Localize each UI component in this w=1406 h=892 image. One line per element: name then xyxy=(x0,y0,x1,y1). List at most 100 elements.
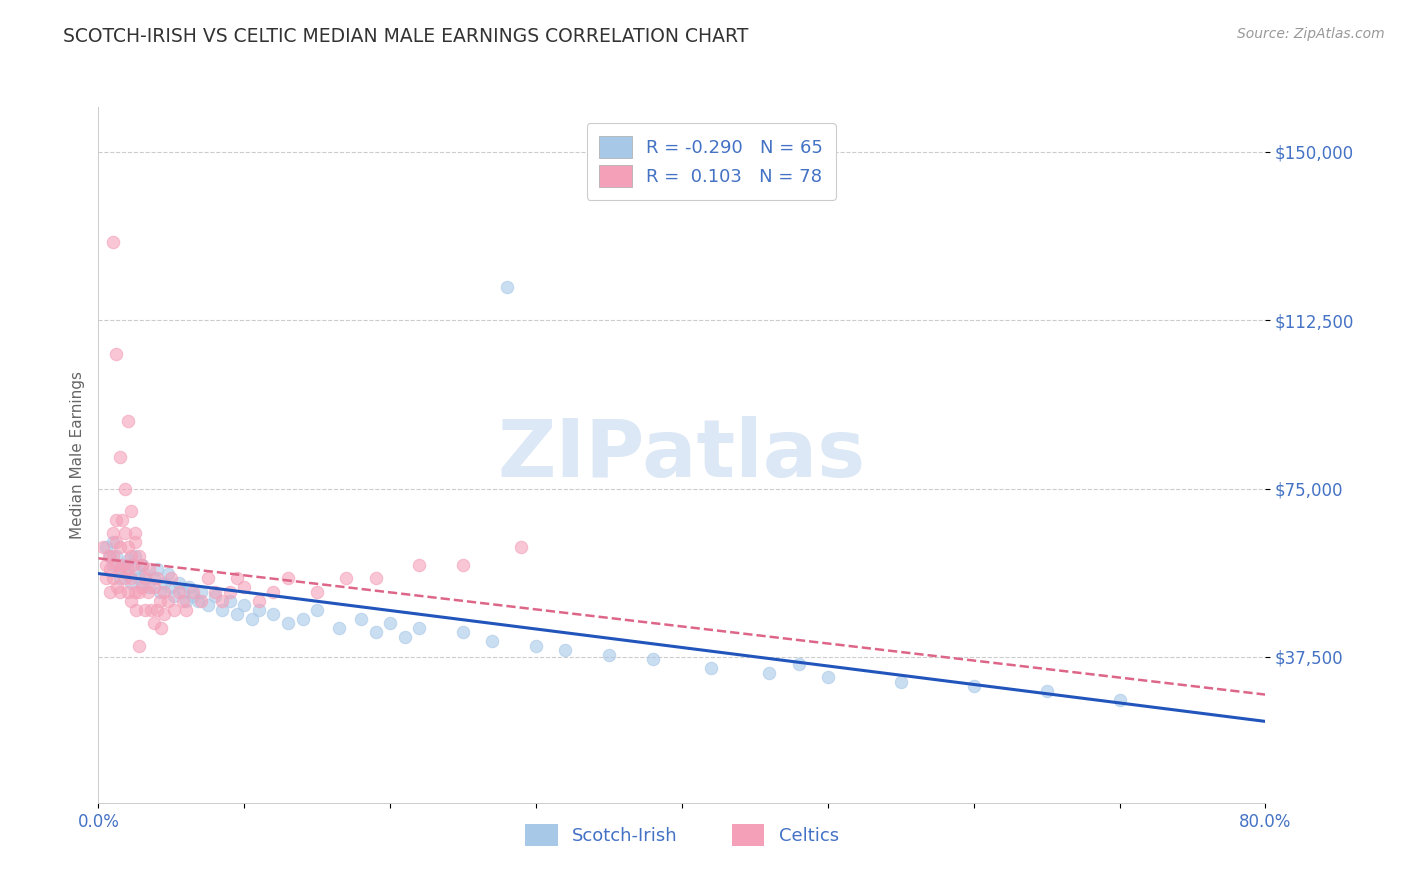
Point xyxy=(104,347,127,361)
Point xyxy=(890,674,912,689)
Point xyxy=(641,652,664,666)
Point xyxy=(104,513,127,527)
Point xyxy=(120,549,142,563)
Point xyxy=(142,580,165,594)
Point xyxy=(174,603,197,617)
Point xyxy=(153,607,176,622)
Point xyxy=(110,562,132,576)
Point xyxy=(111,558,134,572)
Point xyxy=(98,584,121,599)
Point xyxy=(218,584,240,599)
Point xyxy=(128,571,150,585)
Point xyxy=(496,279,519,293)
Point xyxy=(157,566,180,581)
Point xyxy=(124,526,146,541)
Point xyxy=(262,607,284,622)
Point xyxy=(110,540,132,554)
Point xyxy=(94,571,117,585)
Point xyxy=(1035,683,1057,698)
Point xyxy=(134,566,156,581)
Point xyxy=(94,558,117,572)
Point xyxy=(307,584,329,599)
Point xyxy=(91,540,114,554)
Point xyxy=(110,562,132,576)
Point xyxy=(138,580,160,594)
Point xyxy=(451,558,474,572)
Point xyxy=(128,584,150,599)
Point xyxy=(114,571,136,585)
Point xyxy=(172,584,194,599)
Point xyxy=(247,603,270,617)
Point xyxy=(181,590,204,604)
Point xyxy=(101,549,124,563)
Point xyxy=(408,621,430,635)
Point xyxy=(101,235,124,249)
Point xyxy=(291,612,314,626)
Point xyxy=(117,562,139,576)
Point xyxy=(120,575,142,590)
Point xyxy=(277,616,299,631)
Point xyxy=(817,670,839,684)
Point xyxy=(104,549,127,563)
Point xyxy=(149,584,172,599)
Point xyxy=(153,584,176,599)
Point xyxy=(101,526,124,541)
Point xyxy=(174,594,197,608)
Point xyxy=(335,571,357,585)
Point xyxy=(117,414,139,428)
Point xyxy=(125,603,148,617)
Point xyxy=(138,562,160,576)
Point xyxy=(157,594,180,608)
Point xyxy=(120,504,142,518)
Point xyxy=(160,571,183,585)
Point xyxy=(233,599,256,613)
Point xyxy=(197,571,219,585)
Legend: Scotch-Irish, Celtics: Scotch-Irish, Celtics xyxy=(517,816,846,853)
Point xyxy=(211,594,233,608)
Point xyxy=(110,571,132,585)
Point xyxy=(114,558,136,572)
Point xyxy=(153,575,176,590)
Point xyxy=(197,599,219,613)
Point xyxy=(211,603,233,617)
Point xyxy=(134,603,156,617)
Point xyxy=(134,571,156,585)
Point xyxy=(105,558,128,572)
Point xyxy=(524,639,547,653)
Point xyxy=(364,625,387,640)
Y-axis label: Median Male Earnings: Median Male Earnings xyxy=(69,371,84,539)
Point xyxy=(364,571,387,585)
Point xyxy=(962,679,984,693)
Point xyxy=(700,661,723,675)
Point xyxy=(163,603,186,617)
Point xyxy=(328,621,350,635)
Point xyxy=(247,594,270,608)
Point xyxy=(124,549,146,563)
Point xyxy=(233,580,256,594)
Point xyxy=(226,607,249,622)
Point xyxy=(510,540,533,554)
Point xyxy=(262,584,284,599)
Point xyxy=(167,584,190,599)
Point xyxy=(408,558,430,572)
Text: ZIPatlas: ZIPatlas xyxy=(498,416,866,494)
Point xyxy=(146,603,169,617)
Point xyxy=(181,584,204,599)
Point xyxy=(163,590,186,604)
Point xyxy=(124,562,146,576)
Point xyxy=(101,558,124,572)
Point xyxy=(97,549,120,563)
Point xyxy=(758,665,780,680)
Point xyxy=(110,584,132,599)
Point xyxy=(110,450,132,465)
Point xyxy=(1108,692,1130,706)
Point xyxy=(190,594,212,608)
Point xyxy=(101,535,124,549)
Point xyxy=(94,540,117,554)
Point xyxy=(172,594,194,608)
Point xyxy=(307,603,329,617)
Point xyxy=(394,630,416,644)
Point xyxy=(277,571,299,585)
Point xyxy=(114,526,136,541)
Point xyxy=(187,594,209,608)
